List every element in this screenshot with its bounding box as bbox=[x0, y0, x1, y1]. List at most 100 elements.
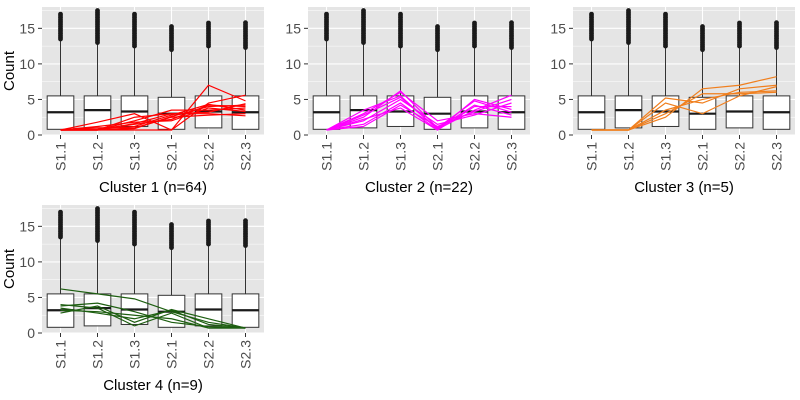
series-line bbox=[326, 98, 512, 131]
boxplot bbox=[497, 20, 526, 130]
x-tick-label: S2.1 bbox=[164, 340, 180, 369]
series-line bbox=[326, 98, 512, 131]
panel-title: Cluster 3 (n=5) bbox=[634, 179, 734, 196]
outlier-point bbox=[774, 20, 779, 26]
panel-2: 0 5 10 15 S1.1 S1.2 S1.3 S2.1 S2.2 S2.3 Cluster 2 … bbox=[285, 7, 530, 196]
y-tick-label: 5 bbox=[558, 91, 566, 107]
series-line bbox=[591, 91, 777, 131]
series-line bbox=[326, 96, 512, 131]
box bbox=[83, 95, 112, 129]
outlier-point bbox=[324, 11, 329, 17]
y-tick-label: 0 bbox=[27, 325, 35, 341]
y-tick-label: 5 bbox=[27, 289, 35, 305]
boxplot bbox=[762, 20, 791, 130]
boxplot bbox=[349, 8, 378, 129]
outlier-point bbox=[361, 8, 366, 13]
panel-3: 0 5 10 15 S1.1 S1.2 S1.3 S2.1 S2.2 S2.3 Cluster 3 … bbox=[550, 7, 795, 196]
outlier-point bbox=[169, 24, 174, 29]
x-tick-label: S2.1 bbox=[164, 142, 180, 171]
boxplot bbox=[231, 218, 260, 328]
series-line bbox=[60, 309, 246, 329]
y-tick-label: 15 bbox=[19, 20, 35, 36]
x-tick-label: S1.3 bbox=[658, 142, 674, 171]
plot-background bbox=[573, 7, 795, 135]
outlier-point bbox=[243, 20, 248, 26]
outlier-point bbox=[398, 11, 403, 17]
x-tick-label: S1.3 bbox=[127, 340, 143, 369]
y-tick-label: 15 bbox=[550, 20, 566, 36]
boxplot bbox=[651, 11, 680, 127]
x-tick-label: S1.2 bbox=[356, 142, 372, 171]
x-tick-label: S2.1 bbox=[430, 142, 446, 171]
outlier-point bbox=[95, 206, 100, 211]
x-tick-label: S1.2 bbox=[621, 142, 637, 171]
x-tick-label: S2.2 bbox=[201, 142, 217, 171]
y-tick-label: 15 bbox=[285, 20, 301, 36]
outlier-point bbox=[58, 11, 63, 17]
x-tick-label: S1.1 bbox=[584, 142, 600, 171]
outlier-point bbox=[509, 20, 514, 26]
profile-lines bbox=[591, 76, 777, 131]
y-tick-label: 0 bbox=[27, 127, 35, 143]
series-line bbox=[326, 90, 512, 131]
boxplot bbox=[231, 20, 260, 130]
series-line bbox=[60, 113, 246, 131]
x-tick-label: S2.1 bbox=[695, 142, 711, 171]
series-line bbox=[60, 107, 246, 131]
series-line bbox=[326, 98, 512, 131]
boxplot bbox=[46, 11, 75, 130]
y-tick-label: 10 bbox=[550, 56, 566, 72]
panel-title: Cluster 1 (n=64) bbox=[99, 179, 207, 196]
box bbox=[349, 95, 378, 129]
y-tick-label: 10 bbox=[19, 254, 35, 270]
panel-4: 0 5 10 15 S1.1 S1.2 S1.3 S2.1 S2.2 S2.3 Count Clust… bbox=[1, 205, 264, 394]
outlier-point bbox=[626, 8, 631, 13]
outlier-point bbox=[95, 8, 100, 13]
boxplot bbox=[577, 11, 606, 130]
x-tick-label: S1.1 bbox=[53, 142, 69, 171]
x-tick-label: S1.1 bbox=[53, 340, 69, 369]
panel-title: Cluster 4 (n=9) bbox=[103, 377, 203, 394]
x-tick-label: S1.2 bbox=[90, 142, 106, 171]
outlier-point bbox=[243, 218, 248, 224]
boxplot bbox=[725, 20, 754, 129]
x-tick-label: S2.2 bbox=[732, 142, 748, 171]
y-axis-label: Count bbox=[1, 50, 18, 91]
x-tick-label: S1.2 bbox=[90, 340, 106, 369]
x-tick-label: S2.2 bbox=[467, 142, 483, 171]
outlier-point bbox=[206, 218, 211, 224]
series-line bbox=[60, 307, 246, 329]
y-tick-label: 10 bbox=[285, 56, 301, 72]
boxplot bbox=[312, 11, 341, 130]
outlier-point bbox=[58, 209, 63, 215]
boxplot bbox=[614, 8, 643, 129]
outlier-point bbox=[132, 209, 137, 215]
x-tick-label: S2.3 bbox=[769, 142, 785, 171]
y-tick-label: 5 bbox=[27, 91, 35, 107]
panel-1: 0 5 10 15 S1.1 S1.2 S1.3 S2.1 S2.2 S2.3 Count Clust… bbox=[1, 7, 264, 196]
series-line bbox=[60, 288, 246, 329]
x-tick-label: S1.1 bbox=[319, 142, 335, 171]
series-line bbox=[60, 305, 246, 329]
plot-background bbox=[42, 205, 264, 333]
series-line bbox=[326, 91, 512, 131]
outlier-point bbox=[169, 222, 174, 227]
y-tick-label: 0 bbox=[293, 127, 301, 143]
y-tick-label: 15 bbox=[19, 218, 35, 234]
profile-lines bbox=[60, 84, 246, 131]
outlier-point bbox=[132, 11, 137, 17]
x-tick-label: S2.3 bbox=[238, 340, 254, 369]
x-tick-label: S2.3 bbox=[238, 142, 254, 171]
outlier-point bbox=[700, 24, 705, 29]
outlier-point bbox=[472, 20, 477, 26]
x-tick-label: S2.2 bbox=[201, 340, 217, 369]
y-axis-label: Count bbox=[1, 248, 18, 289]
outlier-point bbox=[737, 20, 742, 26]
x-tick-label: S1.3 bbox=[393, 142, 409, 171]
y-tick-label: 0 bbox=[558, 127, 566, 143]
outlier-point bbox=[589, 11, 594, 17]
outlier-point bbox=[435, 24, 440, 29]
x-tick-label: S2.3 bbox=[504, 142, 520, 171]
y-tick-label: 10 bbox=[19, 56, 35, 72]
y-tick-label: 5 bbox=[293, 91, 301, 107]
